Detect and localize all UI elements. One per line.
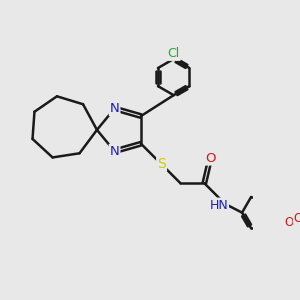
Text: O: O xyxy=(294,212,300,225)
Text: S: S xyxy=(157,157,166,171)
Text: O: O xyxy=(285,216,294,229)
Text: N: N xyxy=(110,145,119,158)
Text: N: N xyxy=(110,102,119,115)
Text: Cl: Cl xyxy=(167,47,180,60)
Text: O: O xyxy=(206,152,216,164)
Text: HN: HN xyxy=(209,199,228,212)
